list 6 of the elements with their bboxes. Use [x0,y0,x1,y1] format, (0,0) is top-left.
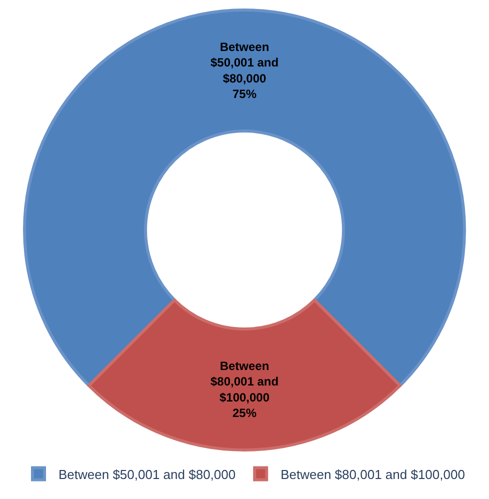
data-label: 25% [232,406,257,420]
slice-label: Between $50,001 and $80,000 [210,40,279,86]
legend-label: Between $80,001 and $100,000 [280,466,465,482]
slice-label: Between $80,001 and $100,000 [210,359,279,404]
legend-label: Between $50,001 and $80,000 [58,466,236,482]
data-label: 75% [232,86,257,101]
